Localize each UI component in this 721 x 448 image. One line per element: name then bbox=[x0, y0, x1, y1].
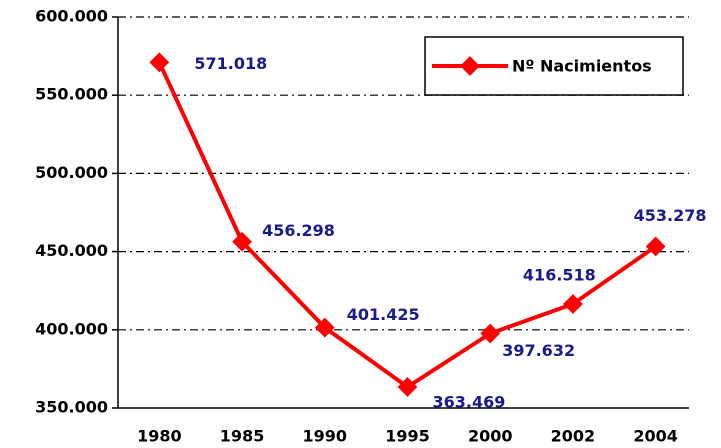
y-tick-label: 550.000 bbox=[35, 85, 108, 104]
x-tick-label: 1990 bbox=[303, 427, 348, 446]
x-tick-label: 2000 bbox=[468, 427, 513, 446]
line bbox=[157, 61, 657, 389]
x-tick-label: 2004 bbox=[633, 427, 678, 446]
x-tick-label: 1985 bbox=[220, 427, 265, 446]
marker bbox=[480, 323, 501, 344]
y-tick-label: 500.000 bbox=[35, 163, 108, 182]
x-tick-label: 2002 bbox=[551, 427, 596, 446]
data-label: 453.278 bbox=[634, 206, 707, 225]
y-tick-label: 600.000 bbox=[35, 7, 108, 26]
marker bbox=[232, 231, 252, 252]
x-tick-label: 1980 bbox=[137, 427, 182, 446]
y-tick-label: 400.000 bbox=[35, 319, 108, 338]
data-label: 571.018 bbox=[194, 54, 267, 73]
data-label: 363.469 bbox=[433, 392, 506, 411]
data-label: 416.518 bbox=[523, 265, 596, 284]
data-label: 456.298 bbox=[262, 221, 335, 240]
y-tick-label: 450.000 bbox=[35, 241, 108, 260]
marker bbox=[314, 317, 335, 338]
marker bbox=[397, 377, 418, 397]
x-tick-label: 1995 bbox=[385, 427, 430, 446]
y-tick-label: 350.000 bbox=[35, 398, 108, 417]
marker bbox=[563, 294, 583, 314]
legend-marker bbox=[460, 56, 480, 76]
marker bbox=[149, 52, 170, 73]
legend-label: Nº Nacimientos bbox=[512, 57, 652, 76]
data-label: 397.632 bbox=[502, 341, 575, 360]
data-label: 401.425 bbox=[347, 305, 420, 324]
